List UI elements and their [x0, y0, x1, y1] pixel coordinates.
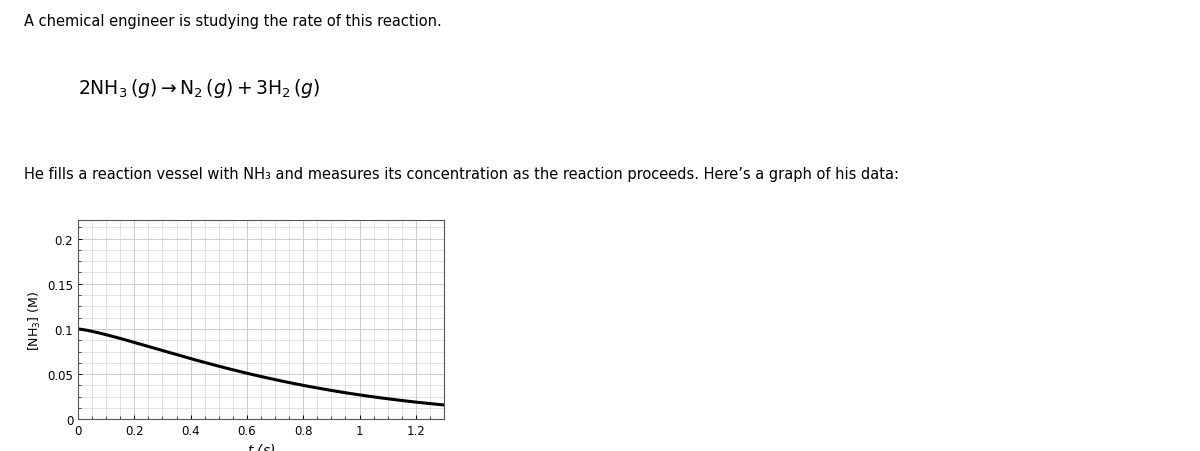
Text: A chemical engineer is studying the rate of this reaction.: A chemical engineer is studying the rate… — [24, 14, 442, 28]
X-axis label: $t$ (s): $t$ (s) — [247, 442, 275, 451]
Text: He fills a reaction vessel with NH₃ and measures its concentration as the reacti: He fills a reaction vessel with NH₃ and … — [24, 167, 899, 182]
Text: $2\mathrm{NH_3}\,(g) \rightarrow \mathrm{N_2}\,(g) + 3\mathrm{H_2}\,(g)$: $2\mathrm{NH_3}\,(g) \rightarrow \mathrm… — [78, 77, 320, 100]
Y-axis label: $[\mathrm{NH_3}]$ (M): $[\mathrm{NH_3}]$ (M) — [26, 290, 43, 350]
